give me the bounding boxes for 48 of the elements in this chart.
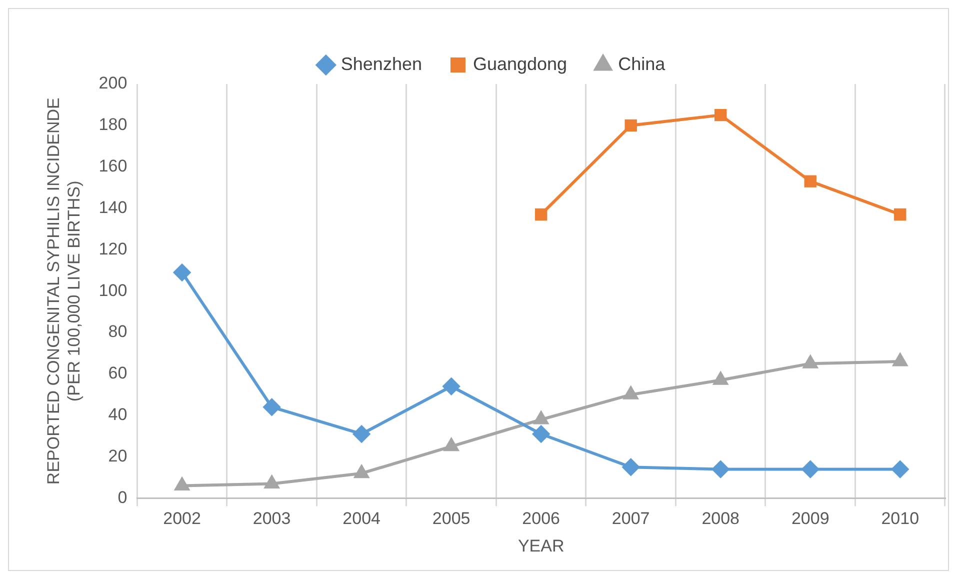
point [174, 478, 190, 491]
point [263, 398, 280, 416]
x-tick-label: 2002 [163, 509, 201, 528]
point [892, 460, 909, 478]
y-axis-title: REPORTED CONGENITAL SYPHILIS INCIDENDE (PER 100,000 LIVE BIRTHS) [44, 98, 84, 485]
x-tick-label: 2004 [342, 509, 380, 528]
x-tick-label: 2006 [522, 509, 560, 528]
point [713, 372, 728, 385]
point [534, 412, 548, 424]
point [712, 460, 730, 478]
y-tick-label: 0 [118, 488, 128, 507]
y-tick-label: 40 [108, 405, 128, 424]
y-tick-label: 120 [98, 239, 128, 258]
point [802, 460, 819, 478]
point [444, 438, 458, 452]
point [354, 465, 369, 478]
x-tick-label: 2005 [432, 509, 470, 528]
x-tick-label: 2003 [252, 509, 291, 528]
point [624, 119, 637, 132]
y-tick-label: 60 [108, 364, 128, 383]
point [624, 386, 638, 400]
y-tick-label: 160 [98, 156, 128, 176]
point [532, 426, 550, 442]
point [804, 175, 816, 188]
y-tick-label: 200 [98, 74, 128, 93]
legend-label: Shenzhen [340, 54, 422, 74]
point [264, 476, 279, 488]
y-tick-label: 180 [98, 115, 128, 134]
x-axis-title: YEAR [518, 536, 564, 556]
x-tick-label: 2007 [612, 509, 650, 528]
point [892, 354, 908, 366]
x-tick-label: 2008 [702, 509, 740, 528]
point [442, 378, 460, 395]
point [622, 458, 640, 476]
point [534, 208, 548, 221]
point [894, 208, 906, 221]
point [174, 264, 191, 281]
x-tick-label: 2010 [881, 509, 920, 528]
x-tick-label: 2009 [791, 509, 830, 528]
legend-label: China [618, 54, 666, 74]
point [714, 108, 727, 122]
y-tick-label: 140 [98, 198, 128, 217]
y-tick-label: 20 [108, 446, 128, 466]
legend-label: Guangdong [472, 54, 568, 74]
point [803, 356, 818, 368]
point [353, 426, 370, 442]
y-tick-label: 80 [108, 322, 128, 342]
y-tick-label: 100 [98, 280, 128, 300]
